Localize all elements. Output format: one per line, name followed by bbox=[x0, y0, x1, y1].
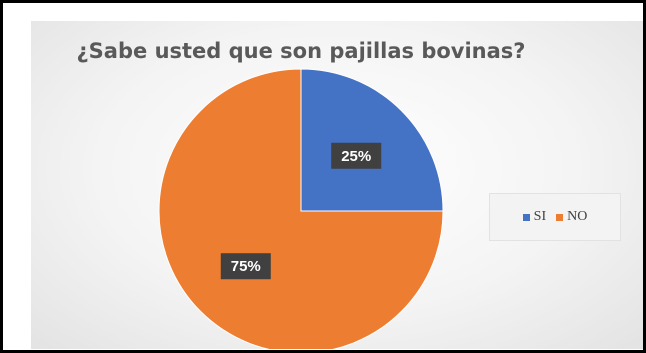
legend-swatch-no bbox=[556, 213, 564, 221]
pie-chart: 25% 75% bbox=[158, 68, 444, 349]
chart-area: ¿Sabe usted que son pajillas bovinas? 25… bbox=[31, 21, 643, 349]
data-label-box bbox=[331, 142, 382, 169]
data-label-text: 25% bbox=[341, 148, 371, 165]
legend-label-si: SI bbox=[533, 209, 547, 224]
legend-item-si: SI bbox=[522, 209, 547, 225]
legend-label-no: NO bbox=[567, 209, 588, 224]
legend: SI NO bbox=[489, 193, 621, 241]
chart-title: ¿Sabe usted que son pajillas bovinas? bbox=[76, 39, 526, 63]
data-label-box bbox=[220, 253, 271, 280]
legend-item-no: NO bbox=[556, 209, 587, 225]
data-label-no: 75% bbox=[220, 253, 271, 280]
pie-slice-si bbox=[300, 68, 444, 212]
legend-swatch-si bbox=[522, 213, 530, 221]
data-label-text: 75% bbox=[231, 258, 261, 275]
data-label-si: 25% bbox=[331, 142, 382, 169]
